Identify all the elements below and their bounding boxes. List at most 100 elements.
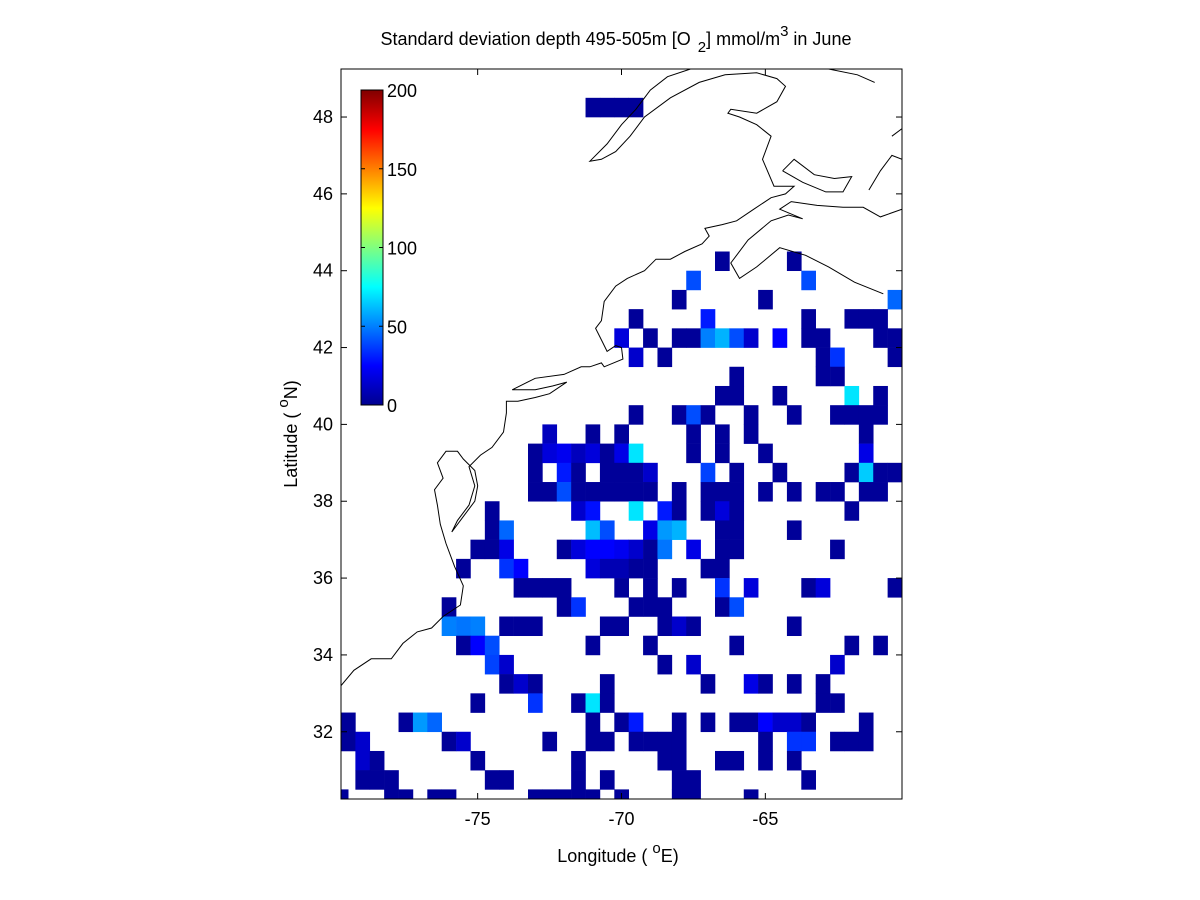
heatmap-cell — [571, 789, 586, 799]
y-tick-label: 40 — [313, 414, 333, 434]
heatmap-cell — [542, 731, 558, 752]
heatmap-cell — [858, 309, 874, 329]
heatmap-cell — [614, 558, 629, 579]
heatmap-cell — [844, 462, 860, 483]
heatmap-cell — [671, 750, 687, 771]
heatmap-cell — [571, 539, 586, 560]
heatmap-cell — [599, 770, 615, 790]
heatmap-cell — [887, 328, 902, 348]
heatmap-cell — [715, 424, 730, 444]
heatmap-cell — [844, 405, 860, 425]
heatmap-cell — [657, 750, 673, 771]
chart-title-superscript: 3 — [780, 23, 788, 40]
heatmap-cell — [715, 385, 730, 406]
heatmap-cell — [873, 462, 888, 483]
heatmap-cell — [729, 366, 745, 387]
y-tick-label: 48 — [313, 107, 333, 127]
colorbar-tick-label: 50 — [387, 317, 407, 337]
chart-title-subscript: 2 — [698, 39, 706, 56]
heatmap-cell — [599, 693, 615, 713]
heatmap-cell — [542, 482, 558, 502]
heatmap-cell — [715, 443, 730, 464]
heatmap-cell — [801, 328, 816, 348]
chart-title-main: Standard deviation depth 495-505m [O — [381, 29, 691, 49]
heatmap-cell — [513, 616, 529, 637]
heatmap-cell — [614, 482, 629, 502]
coastline-path — [868, 154, 902, 191]
heatmap-cell — [556, 789, 572, 799]
heatmap-cell — [830, 731, 845, 752]
heatmap-cell — [743, 712, 759, 733]
heatmap-cell — [528, 693, 543, 713]
heatmap-cell — [758, 443, 773, 464]
heatmap-cell — [398, 712, 414, 733]
coastline — [341, 69, 902, 687]
y-axis-ticks: 32 34 36 38 40 42 44 46 48 — [313, 107, 902, 742]
heatmap-cell — [715, 597, 730, 617]
heatmap-cell — [657, 731, 673, 752]
heatmap-cell — [341, 731, 356, 752]
heatmap-cell — [614, 462, 629, 483]
heatmap-cell — [599, 616, 615, 637]
coastline-path — [341, 69, 796, 687]
heatmap-cell — [786, 731, 802, 752]
heatmap-cell — [643, 558, 658, 579]
heatmap-cell — [585, 482, 601, 502]
heatmap-cell — [729, 385, 745, 406]
heatmap-cell — [743, 789, 759, 799]
heatmap-cell — [772, 385, 788, 406]
heatmap-cell — [743, 424, 759, 444]
heatmap-cell — [887, 289, 902, 310]
heatmap-cell — [528, 578, 543, 598]
heatmap-cell — [830, 405, 845, 425]
heatmap-cell — [830, 347, 845, 368]
heatmap-cell — [873, 309, 888, 329]
heatmap-cell — [786, 482, 802, 502]
heatmap-cell — [484, 501, 500, 521]
heatmap-cell — [470, 539, 486, 560]
coastline-path — [828, 69, 875, 83]
heatmap-cell — [456, 731, 471, 752]
heatmap-cell — [499, 539, 514, 560]
heatmap-cell — [341, 712, 356, 733]
heatmap-cell — [858, 731, 874, 752]
heatmap-cell — [441, 731, 457, 752]
heatmap-cell — [456, 558, 471, 579]
heatmap-cell — [873, 328, 888, 348]
heatmap-cell — [657, 347, 673, 368]
heatmap-cell — [700, 501, 716, 521]
heatmap-cell — [384, 770, 399, 790]
heatmap-cell — [628, 597, 644, 617]
heatmap-cell — [715, 501, 730, 521]
heatmap-cell — [786, 251, 802, 272]
heatmap-cell — [815, 482, 831, 502]
heatmap-cell — [585, 520, 601, 540]
heatmap-cell — [628, 405, 644, 425]
heatmap-cell — [858, 712, 874, 733]
heatmap-cell — [743, 674, 759, 694]
heatmap-cell — [801, 270, 816, 291]
heatmap-cell — [628, 731, 644, 752]
heatmap-cell — [499, 770, 514, 790]
heatmap-cell — [729, 712, 745, 733]
heatmap-cell — [858, 424, 874, 444]
heatmap-cell — [686, 789, 701, 799]
heatmap-cell — [671, 405, 687, 425]
heatmap-cell — [614, 97, 629, 118]
x-axis-label-degree: o — [652, 840, 660, 857]
heatmap-cell — [671, 731, 687, 752]
heatmap-cell — [671, 501, 687, 521]
y-tick-label: 42 — [313, 338, 333, 358]
heatmap-cell — [571, 443, 586, 464]
heatmap-cell — [830, 482, 845, 502]
heatmap-cell — [528, 674, 543, 694]
heatmap-cell — [441, 616, 457, 637]
heatmap-cell — [456, 616, 471, 637]
heatmap-cell — [585, 539, 601, 560]
heatmap-cell — [700, 462, 716, 483]
heatmap-cell — [715, 482, 730, 502]
heatmap-cell — [801, 309, 816, 329]
heatmap-cell — [715, 578, 730, 598]
heatmap-cell — [398, 789, 414, 799]
heatmap-cell — [355, 770, 371, 790]
